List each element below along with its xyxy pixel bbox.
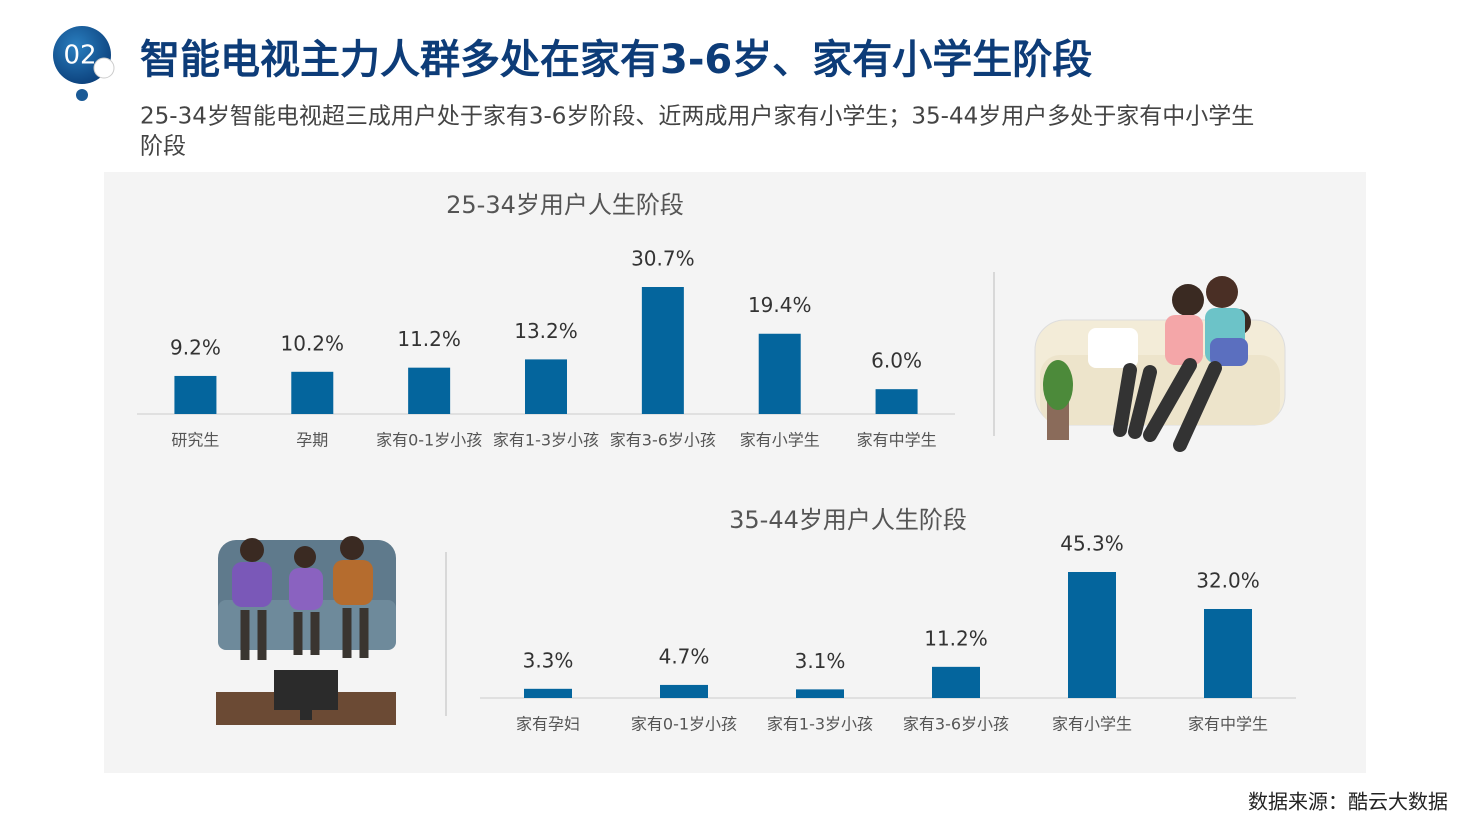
x-tick-label: 家有中学生 bbox=[857, 431, 937, 450]
subtitle: 25-34岁智能电视超三成用户处于家有3-6岁阶段、近两成用户家有小学生；35-… bbox=[140, 104, 1254, 130]
value-label: 11.2% bbox=[397, 327, 461, 351]
subtitle: 阶段 bbox=[140, 134, 186, 160]
x-tick-label: 家有1-3岁小孩 bbox=[493, 431, 599, 450]
bar bbox=[291, 371, 334, 414]
badge-number: 02 bbox=[63, 41, 96, 71]
value-label: 4.7% bbox=[659, 644, 710, 668]
bar bbox=[1068, 572, 1116, 698]
x-tick-label: 家有0-1岁小孩 bbox=[631, 715, 737, 734]
value-label: 3.3% bbox=[523, 648, 574, 672]
value-label: 9.2% bbox=[170, 335, 221, 359]
bar bbox=[796, 689, 844, 698]
source: 数据来源：酷云大数据 bbox=[1248, 790, 1448, 814]
sofa-illustration bbox=[216, 536, 396, 725]
bar bbox=[641, 287, 684, 414]
badge-dot bbox=[76, 89, 88, 101]
x-tick-label: 家有0-1岁小孩 bbox=[376, 431, 482, 450]
bar bbox=[932, 666, 980, 698]
value-label: 32.0% bbox=[1196, 568, 1260, 592]
bar bbox=[875, 389, 918, 414]
chart-title: 25-34岁用户人生阶段 bbox=[446, 191, 684, 219]
value-label: 13.2% bbox=[514, 319, 578, 343]
badge-dot bbox=[93, 57, 115, 79]
x-tick-label: 家有中学生 bbox=[1188, 715, 1268, 734]
chart-title: 35-44岁用户人生阶段 bbox=[729, 506, 967, 534]
value-label: 3.1% bbox=[795, 649, 846, 673]
value-label: 10.2% bbox=[281, 331, 345, 355]
bar bbox=[758, 333, 801, 414]
x-tick-label: 家有小学生 bbox=[740, 431, 820, 450]
bar bbox=[408, 367, 451, 414]
value-label: 6.0% bbox=[871, 349, 922, 373]
x-tick-label: 孕期 bbox=[296, 431, 328, 450]
x-tick-label: 家有孕妇 bbox=[516, 715, 580, 734]
bar bbox=[524, 688, 572, 698]
bar bbox=[660, 684, 708, 698]
value-label: 30.7% bbox=[631, 247, 695, 271]
family-illustration bbox=[1034, 276, 1286, 452]
bar bbox=[174, 375, 217, 414]
title: 智能电视主力人群多处在家有3-6岁、家有小学生阶段 bbox=[140, 37, 1092, 83]
x-tick-label: 研究生 bbox=[171, 431, 219, 450]
x-tick-label: 家有1-3岁小孩 bbox=[767, 715, 873, 734]
x-tick-label: 家有3-6岁小孩 bbox=[903, 715, 1009, 734]
value-label: 19.4% bbox=[748, 293, 812, 317]
x-tick-label: 家有小学生 bbox=[1052, 715, 1132, 734]
value-label: 11.2% bbox=[924, 626, 988, 650]
x-tick-label: 家有3-6岁小孩 bbox=[610, 431, 716, 450]
bar bbox=[1204, 608, 1252, 698]
value-label: 45.3% bbox=[1060, 532, 1124, 556]
bar bbox=[525, 359, 567, 414]
